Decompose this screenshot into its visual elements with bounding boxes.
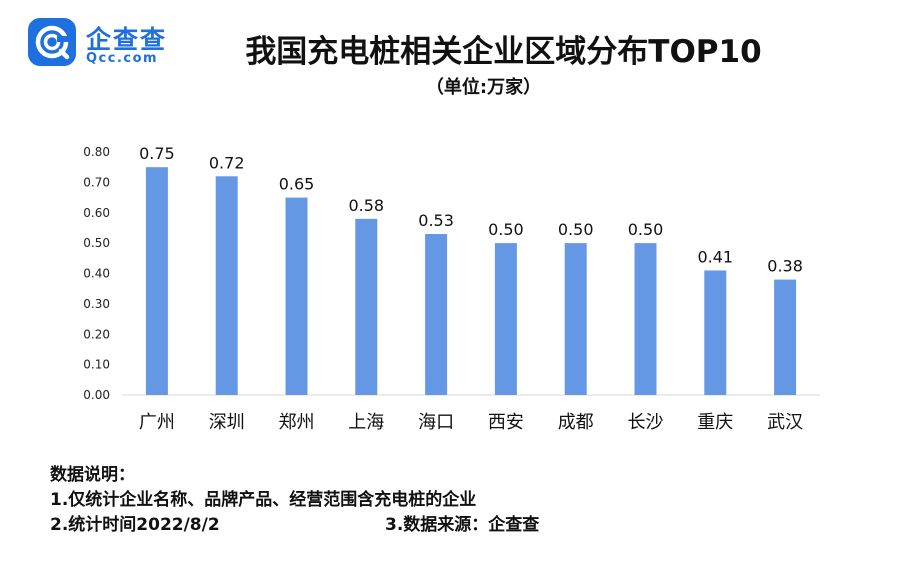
x-tick-label: 西安: [488, 412, 524, 433]
bar-2: [285, 197, 308, 395]
x-tick-label: 深圳: [209, 412, 245, 433]
data-label: 0.72: [209, 153, 245, 172]
bar-4: [425, 234, 448, 395]
notes-line-2: 2.统计时间2022/8/2: [50, 515, 220, 535]
bar-7: [634, 243, 657, 395]
bar-0: [145, 167, 168, 395]
chart-subtitle: （单位:万家）: [425, 77, 542, 98]
data-label: 0.41: [697, 247, 733, 266]
data-label: 0.38: [767, 257, 803, 276]
y-tick-label: 0.70: [83, 175, 110, 189]
bar-5: [494, 243, 517, 395]
x-tick-label: 海口: [418, 412, 454, 433]
data-label: 0.50: [558, 220, 594, 239]
brand-domain: Qcc.com: [86, 51, 159, 66]
bar-3: [355, 218, 378, 395]
x-tick-label: 成都: [558, 412, 594, 433]
bar-8: [704, 270, 727, 395]
x-tick-label: 郑州: [279, 412, 315, 433]
y-tick-label: 0.00: [83, 388, 110, 402]
x-tick-label: 长沙: [628, 412, 664, 433]
y-tick-label: 0.50: [83, 236, 110, 250]
x-tick-label: 上海: [348, 412, 384, 433]
data-label: 0.53: [418, 211, 454, 230]
notes-line-3: 3.数据来源：企查查: [385, 515, 540, 535]
data-label: 0.50: [488, 220, 524, 239]
y-tick-label: 0.80: [83, 145, 110, 159]
x-tick-label: 重庆: [697, 412, 733, 433]
x-tick-label: 武汉: [767, 412, 803, 433]
data-label: 0.58: [348, 196, 384, 215]
y-tick-label: 0.30: [83, 297, 110, 311]
y-tick-label: 0.10: [83, 358, 110, 372]
notes-line-1: 1.仅统计企业名称、品牌产品、经营范围含充电桩的企业: [50, 490, 477, 510]
data-notes: 数据说明： 1.仅统计企业名称、品牌产品、经营范围含充电桩的企业 2.统计时间2…: [50, 463, 539, 538]
x-tick-label: 广州: [139, 412, 175, 433]
data-label: 0.65: [279, 175, 315, 194]
y-tick-label: 0.60: [83, 206, 110, 220]
notes-heading: 数据说明：: [50, 465, 135, 485]
data-label: 0.50: [628, 220, 664, 239]
brand-name: 企查查: [86, 25, 168, 54]
bar-9: [774, 279, 797, 395]
data-label: 0.75: [139, 144, 175, 163]
qcc-logo: 企查查 Qcc.com: [28, 18, 178, 74]
bar-1: [215, 176, 238, 395]
bar-6: [564, 243, 587, 395]
chart-title: 我国充电桩相关企业区域分布TOP10: [245, 34, 762, 70]
y-tick-label: 0.20: [83, 327, 110, 341]
y-tick-label: 0.40: [83, 267, 110, 281]
qcc-logo-icon: [28, 18, 76, 66]
